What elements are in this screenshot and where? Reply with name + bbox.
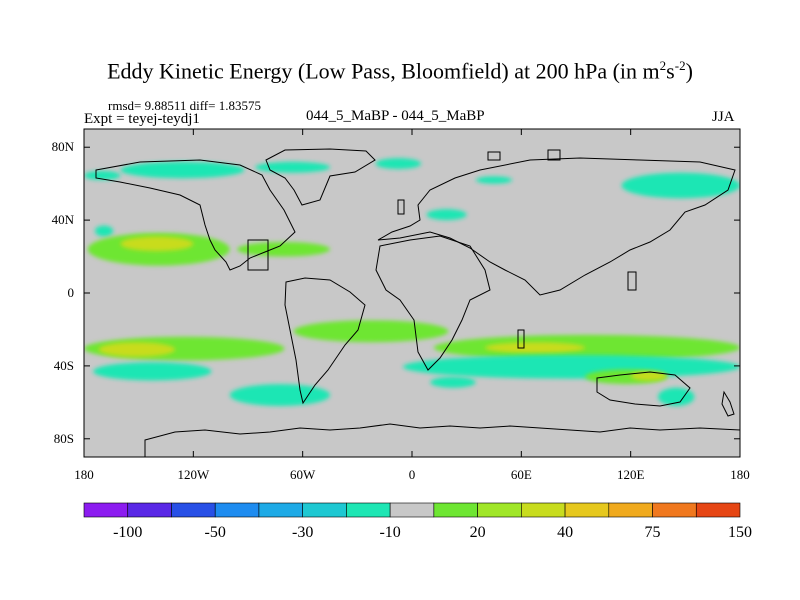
coastline-greenland — [265, 148, 376, 206]
anomaly-region-15 — [229, 384, 330, 406]
colorbar-swatch-12 — [608, 502, 653, 518]
x-tick-label-5: 120E — [617, 467, 645, 482]
x-tick-label-3: 0 — [409, 467, 416, 482]
experiment-label: Expt = teyej-teydj1 — [84, 111, 200, 127]
anomaly-region-2 — [255, 161, 330, 173]
anomaly-region-18 — [484, 342, 586, 354]
x-tick-label-4: 60E — [511, 467, 532, 482]
anomaly-region-7 — [426, 209, 467, 221]
anomaly-region-16 — [430, 376, 476, 388]
coastline-eurasia — [377, 157, 736, 296]
anomaly-region-9 — [237, 241, 330, 257]
colorbar-swatch-14 — [695, 502, 741, 518]
y-axis: 80N 40N 0 40S 80S — [52, 139, 740, 446]
x-tick-label-6: 180 — [730, 467, 750, 482]
anomaly-region-3 — [375, 158, 422, 170]
coastline-uk — [397, 199, 405, 215]
coastline-antarctica — [144, 423, 740, 457]
season-label: JJA — [712, 109, 735, 125]
colorbar-label-2: -30 — [292, 524, 313, 541]
anomaly-region-4 — [475, 176, 513, 184]
anomaly-region-17 — [433, 334, 740, 361]
colorbar-swatch-6 — [346, 502, 391, 518]
colorbar-label-4: 20 — [470, 524, 486, 541]
x-axis: 180 120W 60W 0 60E 120E 180 — [74, 129, 750, 482]
chart-title: Eddy Kinetic Energy (Low Pass, Bloomfiel… — [107, 58, 693, 84]
anomaly-field — [84, 158, 740, 406]
coastline-south-america — [284, 277, 366, 405]
colorbar-swatch-8 — [433, 502, 478, 518]
anomaly-region-0 — [84, 170, 121, 181]
anomaly-region-12 — [293, 320, 449, 343]
coastline-caribbean — [247, 239, 269, 271]
anomaly-region-21 — [630, 371, 668, 381]
colorbar-swatch-9 — [477, 502, 522, 518]
colorbar-swatch-5 — [302, 502, 347, 518]
coastline-australia — [596, 371, 691, 407]
colorbar-swatch-0 — [83, 502, 129, 518]
colorbar-swatch-13 — [652, 502, 697, 518]
anomaly-region-19 — [402, 354, 740, 379]
colorbar-swatch-1 — [127, 502, 172, 518]
y-tick-label-1: 40N — [52, 212, 75, 227]
coastline-japan — [627, 271, 637, 291]
colorbar-swatch-11 — [564, 502, 610, 518]
coastline-africa — [375, 235, 491, 371]
y-tick-label-2: 0 — [68, 285, 75, 300]
anomaly-region-1 — [120, 161, 245, 179]
x-tick-label-1: 120W — [177, 467, 210, 482]
y-tick-label-4: 80S — [54, 431, 74, 446]
colorbar-label-1: -50 — [205, 524, 226, 541]
colorbar-swatch-10 — [521, 502, 566, 518]
anomaly-region-10 — [120, 236, 194, 252]
anomaly-region-6 — [94, 225, 114, 237]
x-tick-label-2: 60W — [290, 467, 316, 482]
colorbar-swatch-4 — [258, 502, 303, 518]
coastline-new-zealand — [721, 390, 735, 417]
anomaly-region-14 — [93, 362, 212, 381]
colorbar-swatch-7 — [389, 502, 435, 518]
anomaly-region-5 — [621, 172, 740, 199]
coastlines — [95, 148, 740, 457]
colorbar-label-6: 75 — [645, 524, 661, 541]
coastline-novaya-zemlya — [547, 149, 561, 161]
coastline-svalbard — [487, 151, 501, 161]
colorbar-label-5: 40 — [557, 524, 573, 541]
y-tick-label-3: 40S — [54, 358, 74, 373]
coastline-north-america — [95, 159, 296, 271]
rmsd-diff-stats: rmsd= 9.88511 diff= 1.83575 — [108, 98, 261, 113]
anomaly-region-22 — [658, 387, 695, 406]
case-comparison-label: 044_5_MaBP - 044_5_MaBP — [306, 108, 485, 124]
colorbar-swatch-3 — [214, 502, 260, 518]
y-tick-label-0: 80N — [52, 139, 75, 154]
colorbar-label-7: 150 — [728, 524, 752, 541]
colorbar: -100 -50 -30 -10 20 40 75 150 — [83, 502, 752, 541]
coastline-madagascar — [517, 329, 525, 349]
colorbar-swatch-2 — [171, 502, 216, 518]
colorbar-label-3: -10 — [379, 524, 400, 541]
x-tick-label-0: 180 — [74, 467, 94, 482]
anomaly-region-13 — [98, 342, 176, 357]
colorbar-label-0: -100 — [113, 524, 142, 541]
